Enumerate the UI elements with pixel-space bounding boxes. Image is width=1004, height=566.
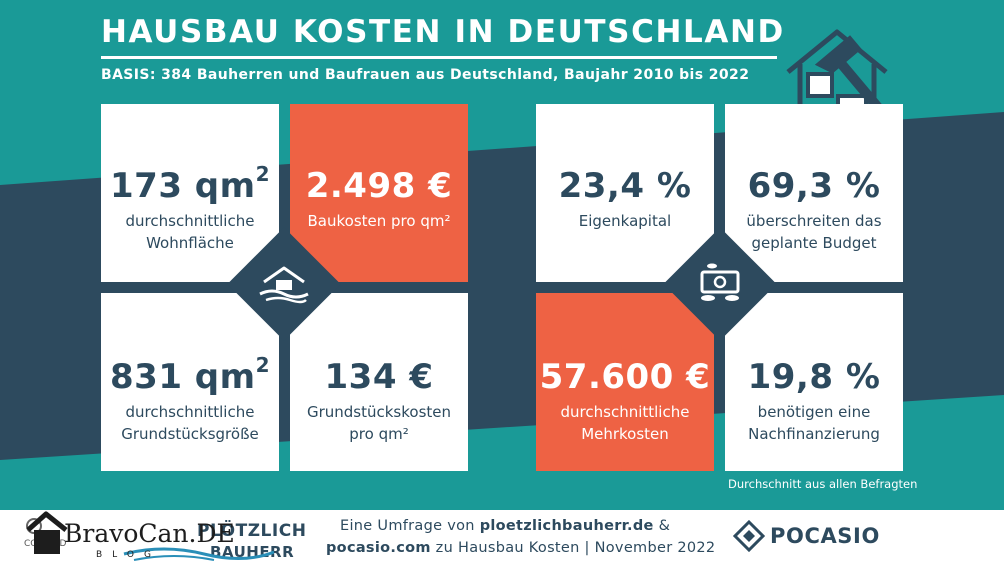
survey-credit-line1: Eine Umfrage von ploetzlichbauherr.de &: [340, 518, 671, 534]
stat-value: 831 qm2: [110, 353, 270, 397]
stat-value: 23,4 %: [558, 166, 692, 206]
stat-value: 134 €: [324, 357, 434, 397]
stat-value: 69,3 %: [747, 166, 881, 206]
stat-card-eigenkapital: 23,4 % Eigenkapital: [536, 104, 714, 282]
partner-logo-line1: PLÖTZLICH: [197, 521, 307, 541]
page-title: HAUSBAU KOSTEN IN DEUTSCHLAND: [101, 14, 785, 50]
stat-card-wohnflaeche: 173 qm2 durchschnittliche Wohnfläche: [101, 104, 279, 282]
stat-label: durchschnittliche Mehrkosten: [560, 403, 690, 443]
watermark-text: BravoCan.DE: [64, 519, 235, 548]
stat-label: benötigen eine Nachfinanzierung: [748, 403, 880, 443]
house-logo-icon: [26, 511, 274, 561]
house-landscape-icon: [259, 266, 309, 304]
survey-link-pocasio: pocasio.com: [326, 540, 431, 556]
stat-label: Eigenkapital: [578, 212, 672, 230]
stat-value: 57.600 €: [539, 357, 711, 397]
stat-label: überschreiten das geplante Budget: [746, 212, 882, 252]
survey-credit-line2: pocasio.com zu Hausbau Kosten | November…: [326, 540, 716, 556]
partner-logo-line2: BAUHERR: [210, 543, 295, 561]
stat-value: 173 qm2: [110, 162, 270, 206]
money-coins-icon: [700, 263, 740, 301]
page-subtitle: BASIS: 384 Bauherren und Baufrauen aus D…: [101, 67, 750, 83]
stat-label: Baukosten pro qm²: [307, 212, 451, 230]
stat-card-baukosten: 2.498 € Baukosten pro qm²: [290, 104, 468, 282]
stat-card-budget: 69,3 % überschreiten das geplante Budget: [725, 104, 903, 282]
pocasio-brand: POCASIO: [770, 524, 880, 548]
stat-card-nachfinanzierung: 19,8 % benötigen eine Nachfinanzierung: [725, 293, 903, 471]
footnote: Durchschnitt aus allen Befragten: [728, 477, 918, 491]
stat-card-grundstuecksgroesse: 831 qm2 durchschnittliche Grundstücksgröß…: [101, 293, 279, 471]
watermark-subtext: BLOG: [96, 550, 161, 560]
stat-value: 19,8 %: [747, 357, 881, 397]
stat-label: durchschnittliche Grundstücksgröße: [121, 403, 259, 443]
survey-link-ploetzlichbauherr: ploetzlichbauherr.de: [479, 518, 654, 534]
stat-value: 2.498 €: [305, 166, 453, 206]
stat-label: durchschnittliche Wohnfläche: [125, 212, 255, 252]
title-underline: [101, 56, 777, 59]
stat-label: Grundstückskosten pro qm²: [306, 403, 452, 443]
pocasio-logo-icon: [733, 520, 765, 552]
stat-card-mehrkosten: 57.600 € durchschnittliche Mehrkosten: [536, 293, 714, 471]
stat-card-grundstueckskosten: 134 € Grundstückskosten pro qm²: [290, 293, 468, 471]
